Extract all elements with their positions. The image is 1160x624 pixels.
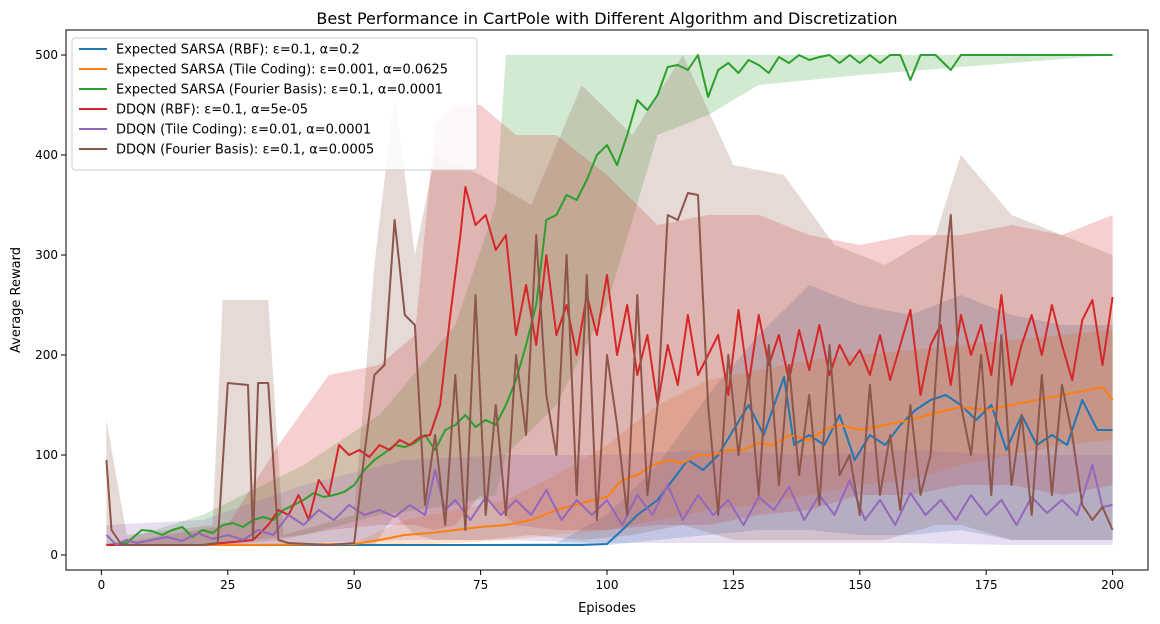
series-lines xyxy=(105,54,1114,546)
legend: Expected SARSA (RBF): ε=0.1, α=0.2 Expect… xyxy=(71,37,478,171)
y-tick-label-500: 500 xyxy=(35,48,58,62)
x-tick-label-25: 25 xyxy=(220,578,235,592)
x-tick-label-200: 200 xyxy=(1101,578,1124,592)
x-tick-label-75: 75 xyxy=(473,578,488,592)
y-tick-label-300: 300 xyxy=(35,248,58,262)
y-axis-label: Average Reward xyxy=(9,247,24,353)
x-tick-label-100: 100 xyxy=(596,578,619,592)
line-series-3 xyxy=(106,186,1114,546)
legend-label-4: DDQN (Tile Coding): ε=0.01, α=0.0001 xyxy=(116,123,371,138)
y-axis-ticks: 0 100 200 300 400 500 xyxy=(35,48,66,562)
legend-label-1: Expected SARSA (Tile Coding): ε=0.001, α… xyxy=(116,63,448,78)
band-series-2 xyxy=(106,55,1113,545)
band-series-0 xyxy=(106,285,1113,546)
line-series-1 xyxy=(106,386,1114,546)
line-series-2 xyxy=(106,54,1113,546)
x-tick-label-50: 50 xyxy=(347,578,362,592)
band-series-3 xyxy=(106,105,1113,545)
legend-label-0: Expected SARSA (RBF): ε=0.1, α=0.2 xyxy=(116,43,360,58)
band-series-4 xyxy=(106,450,1113,545)
line-series-0 xyxy=(106,376,1113,546)
chart-title: Best Performance in CartPole with Differ… xyxy=(316,9,897,28)
legend-label-2: Expected SARSA (Fourier Basis): ε=0.1, α… xyxy=(116,83,443,98)
line-series-4 xyxy=(105,464,1113,546)
line-series-5 xyxy=(105,192,1114,546)
legend-label-3: DDQN (RBF): ε=0.1, α=5e-05 xyxy=(116,103,308,118)
y-tick-label-200: 200 xyxy=(35,348,58,362)
x-tick-label-125: 125 xyxy=(722,578,745,592)
x-tick-label-0: 0 xyxy=(98,578,106,592)
legend-box xyxy=(71,37,478,171)
x-tick-label-150: 150 xyxy=(848,578,871,592)
band-series-1 xyxy=(106,330,1113,545)
y-tick-label-100: 100 xyxy=(35,448,58,462)
x-axis-label: Episodes xyxy=(578,601,636,616)
x-tick-label-175: 175 xyxy=(975,578,998,592)
y-tick-label-400: 400 xyxy=(35,148,58,162)
x-axis-ticks: 0 25 50 75 100 125 150 175 200 xyxy=(98,570,1124,592)
legend-label-5: DDQN (Fourier Basis): ε=0.1, α=0.0005 xyxy=(116,143,374,158)
y-tick-label-0: 0 xyxy=(50,548,58,562)
